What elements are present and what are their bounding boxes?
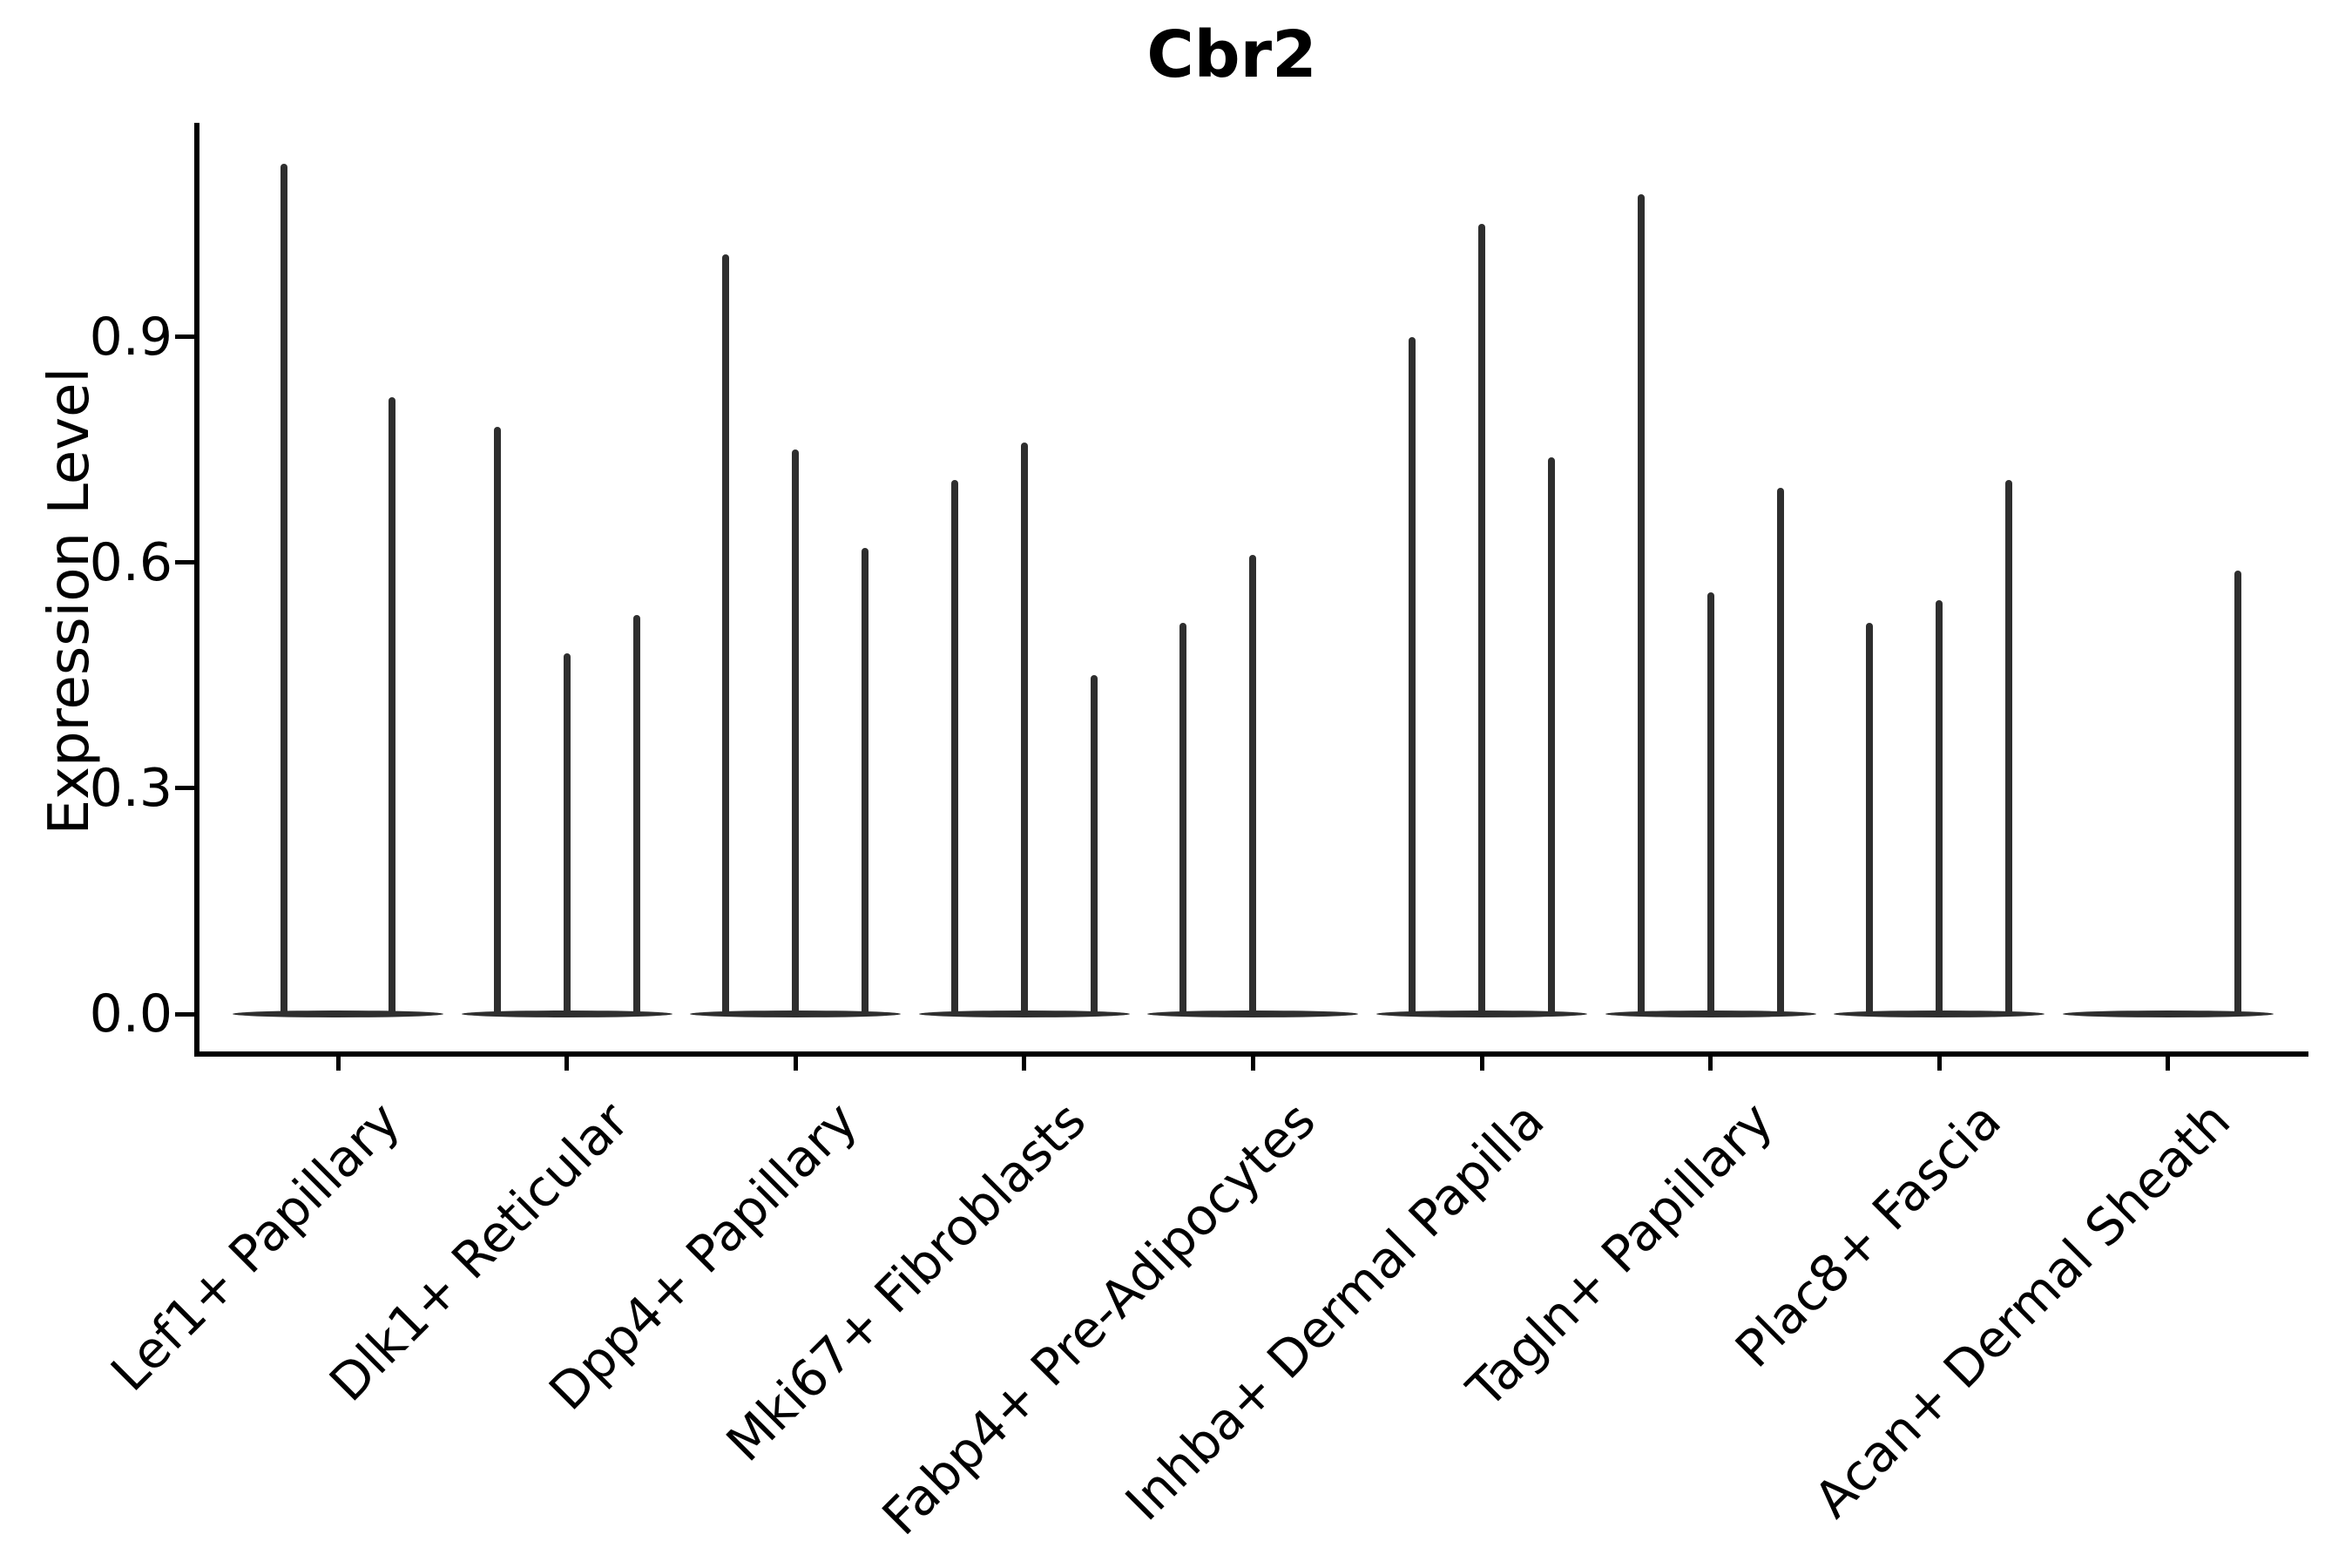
violin-spike [2005,479,2013,1016]
x-tick-label: Acan+ Dermal Sheath [1802,1091,2241,1530]
y-tick-label: 0.6 [89,531,172,593]
violin-spike [1637,193,1645,1016]
violin-spike [1179,622,1187,1016]
violin-spike [493,427,501,1016]
violin-spike [632,615,640,1016]
chart-title: Cbr2 [1146,17,1317,92]
y-axis-spine [194,123,199,1057]
y-tick [175,335,194,340]
violin-spike [950,479,958,1016]
violin-baseline [2062,1010,2274,1017]
violin-spike [2234,570,2241,1016]
violin-spike [1936,600,1943,1016]
violin-spike [862,547,869,1016]
x-tick [564,1057,570,1071]
y-tick [175,560,194,565]
y-tick-label: 0.9 [89,306,172,368]
violin-spike [1478,224,1485,1016]
violin-spike [722,253,730,1016]
violin-spike [792,449,800,1016]
x-tick-label: Inhba+ Dermal Papilla [1113,1091,1556,1532]
x-tick-label: Fabp4+ Pre-Adipocytes [870,1091,1327,1547]
violin-spike [1020,442,1028,1016]
violin-spike [1409,336,1416,1016]
violin-spike [1249,555,1257,1016]
x-tick [1708,1057,1713,1071]
x-tick [2166,1057,2171,1071]
violin-spike [1866,622,1874,1016]
x-tick [1479,1057,1484,1071]
x-tick [1022,1057,1027,1071]
x-tick [1936,1057,1942,1071]
violin-spike [1090,675,1098,1016]
x-tick [1250,1057,1255,1071]
violin-spike [1707,592,1714,1016]
x-tick [793,1057,798,1071]
x-tick [335,1057,341,1071]
y-tick [175,1011,194,1017]
y-tick-label: 0.0 [89,983,172,1044]
x-axis-spine [194,1051,2308,1057]
violin-spike [1548,457,1555,1016]
violin-spike [280,164,287,1016]
violin-baseline [233,1010,443,1017]
y-tick-label: 0.3 [89,757,172,819]
violin-spike [563,652,571,1016]
y-tick [175,786,194,791]
violin-spike [389,396,395,1016]
violin-spike [1776,487,1784,1016]
